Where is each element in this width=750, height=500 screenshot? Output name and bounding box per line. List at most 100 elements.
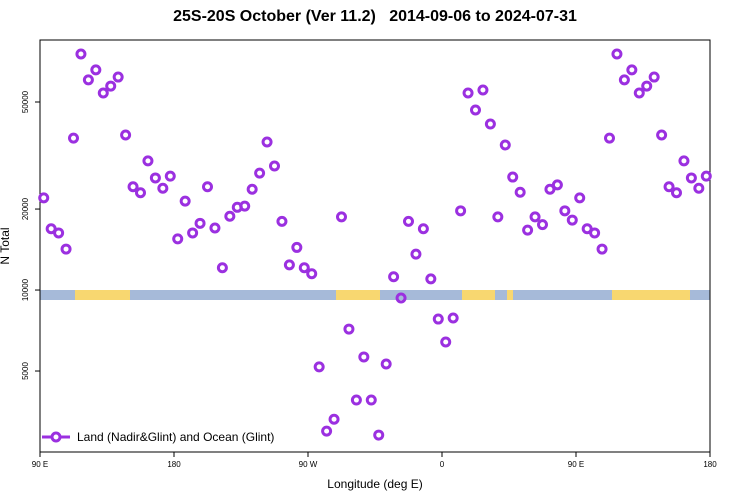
data-point [403, 215, 414, 227]
data-point [194, 217, 206, 229]
data-point [373, 429, 385, 441]
data-point [559, 205, 571, 217]
data-point [484, 118, 496, 130]
data-point [425, 273, 437, 285]
data-point [641, 80, 653, 92]
data-point [693, 182, 705, 194]
data-point [202, 181, 213, 193]
data-point [455, 205, 467, 217]
x-tick-label: 90 W [299, 460, 318, 469]
land-band [612, 290, 690, 300]
data-point [224, 210, 236, 222]
x-tick-label: 180 [703, 460, 717, 469]
data-point [432, 313, 444, 325]
data-point [656, 129, 668, 141]
data-point [269, 160, 280, 172]
data-point [358, 351, 370, 363]
data-point [321, 425, 333, 437]
land-band [75, 290, 130, 300]
data-point [462, 87, 474, 99]
data-point [142, 155, 154, 167]
data-point [380, 358, 392, 370]
data-point [254, 167, 266, 179]
data-point [648, 71, 660, 83]
data-point [343, 323, 355, 335]
data-point [537, 219, 548, 231]
data-point [38, 192, 50, 204]
data-point [470, 104, 481, 116]
data-point [328, 413, 340, 425]
data-point [574, 192, 586, 204]
data-point [507, 171, 519, 183]
data-point [410, 248, 422, 260]
data-point [499, 139, 511, 151]
data-point [678, 155, 690, 167]
data-point [313, 361, 325, 373]
data-point [187, 227, 199, 239]
legend-label: Land (Nadir&Glint) and Ocean (Glint) [77, 430, 274, 444]
data-point [440, 336, 452, 348]
data-point [179, 195, 191, 207]
data-point [417, 223, 429, 235]
data-point [589, 227, 601, 239]
data-point [60, 243, 72, 255]
data-point [566, 214, 578, 226]
data-point [164, 170, 176, 182]
y-tick-label: 10000 [21, 278, 30, 301]
data-point [283, 259, 295, 271]
data-point [514, 186, 526, 198]
data-point [618, 74, 630, 86]
data-point [611, 48, 623, 60]
data-point [685, 172, 697, 184]
data-point [529, 211, 541, 223]
data-point [604, 132, 615, 144]
y-tick-label: 20000 [21, 197, 30, 220]
data-point [671, 187, 682, 199]
x-tick-label: 90 E [32, 460, 48, 469]
data-point [291, 241, 303, 253]
data-point [53, 227, 65, 239]
data-point [75, 48, 87, 60]
data-point [209, 222, 221, 234]
data-point [350, 394, 362, 406]
data-point [261, 136, 273, 148]
land-band [336, 290, 380, 300]
data-point [522, 224, 534, 236]
data-point [551, 179, 563, 191]
data-point [149, 172, 161, 184]
data-point [492, 211, 504, 223]
data-point [626, 64, 638, 76]
data-point [90, 64, 102, 76]
data-point [135, 187, 146, 199]
data-point [157, 182, 169, 194]
data-point [544, 183, 556, 195]
land-ocean-band [40, 290, 710, 300]
data-point [239, 200, 251, 212]
y-tick-label: 5000 [21, 362, 30, 380]
data-point [663, 181, 675, 193]
plot-frame [39, 39, 711, 453]
data-point [388, 271, 400, 283]
land-band [462, 290, 495, 300]
data-point [68, 132, 79, 144]
x-tick-label: 0 [440, 460, 445, 469]
data-point [395, 292, 407, 304]
y-axis-label: N Total [0, 227, 12, 264]
data-point [633, 87, 645, 99]
data-point [112, 71, 124, 83]
data-point [97, 87, 109, 99]
data-point [246, 183, 258, 195]
data-point [306, 268, 318, 280]
data-point [365, 394, 377, 406]
y-tick-label: 50000 [21, 90, 30, 113]
data-point [120, 129, 132, 141]
data-point [477, 84, 489, 96]
land-band [507, 290, 513, 300]
x-tick-label: 90 E [568, 460, 584, 469]
chart-title: 25S-20S October (Ver 11.2) 2014-09-06 to… [173, 8, 577, 25]
data-point [276, 215, 288, 227]
data-point [82, 74, 94, 86]
legend-marker [50, 431, 62, 443]
data-point [700, 170, 712, 182]
